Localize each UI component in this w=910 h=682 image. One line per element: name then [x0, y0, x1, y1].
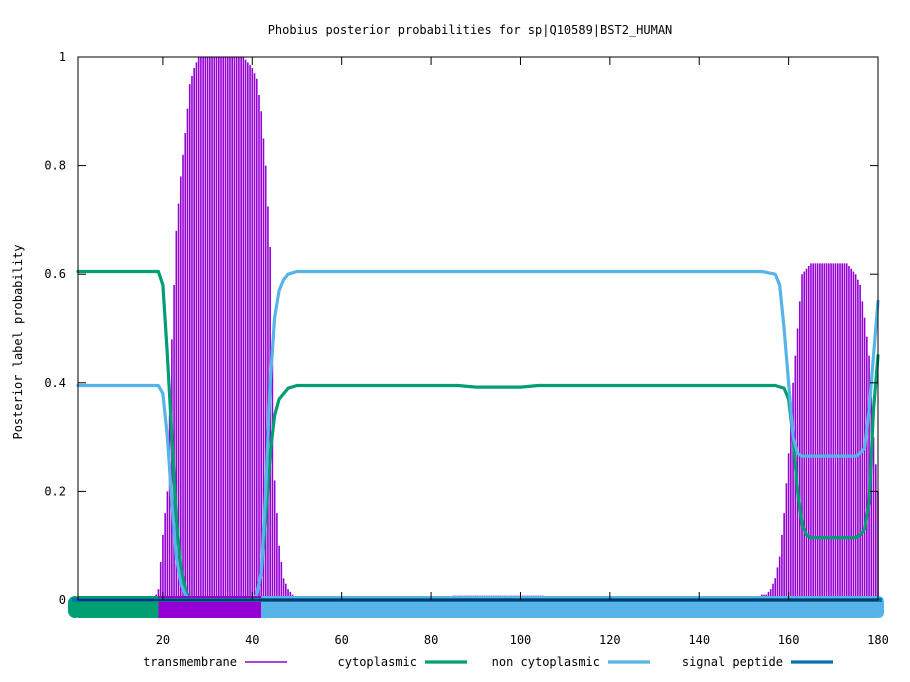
legend-label-cytoplasmic: cytoplasmic: [338, 655, 417, 669]
x-tick-label: 40: [245, 633, 259, 647]
x-tick-label: 180: [867, 633, 889, 647]
x-tick-label: 120: [599, 633, 621, 647]
y-tick-label: 0: [59, 593, 66, 607]
y-tick-label: 0.4: [44, 376, 66, 390]
legend-label-non-cytoplasmic: non cytoplasmic: [492, 655, 600, 669]
x-tick-label: 20: [156, 633, 170, 647]
y-tick-label: 0.6: [44, 267, 66, 281]
transmembrane-impulses: [155, 57, 879, 600]
y-tick-label: 0.2: [44, 484, 66, 498]
legend-label-signal-peptide: signal peptide: [682, 655, 783, 669]
legend: transmembrane cytoplasmic non cytoplasmic s…: [143, 655, 833, 669]
x-tick-label: 140: [688, 633, 710, 647]
topology-bar: [68, 596, 884, 618]
x-tick-label: 80: [424, 633, 438, 647]
cytoplasmic-line: [76, 269, 880, 602]
legend-label-transmembrane: transmembrane: [143, 655, 237, 669]
y-tick-label: 0.8: [44, 159, 66, 173]
x-tick-label: 100: [510, 633, 532, 647]
y-tick-label: 1: [59, 50, 66, 64]
chart-title: Phobius posterior probabilities for sp|Q…: [268, 23, 673, 37]
x-tick-label: 60: [334, 633, 348, 647]
x-tick-label: 160: [778, 633, 800, 647]
y-axis-label: Posterior label probability: [11, 244, 25, 439]
non-cytoplasmic-line: [76, 269, 880, 602]
plot-frame: [77, 56, 879, 601]
